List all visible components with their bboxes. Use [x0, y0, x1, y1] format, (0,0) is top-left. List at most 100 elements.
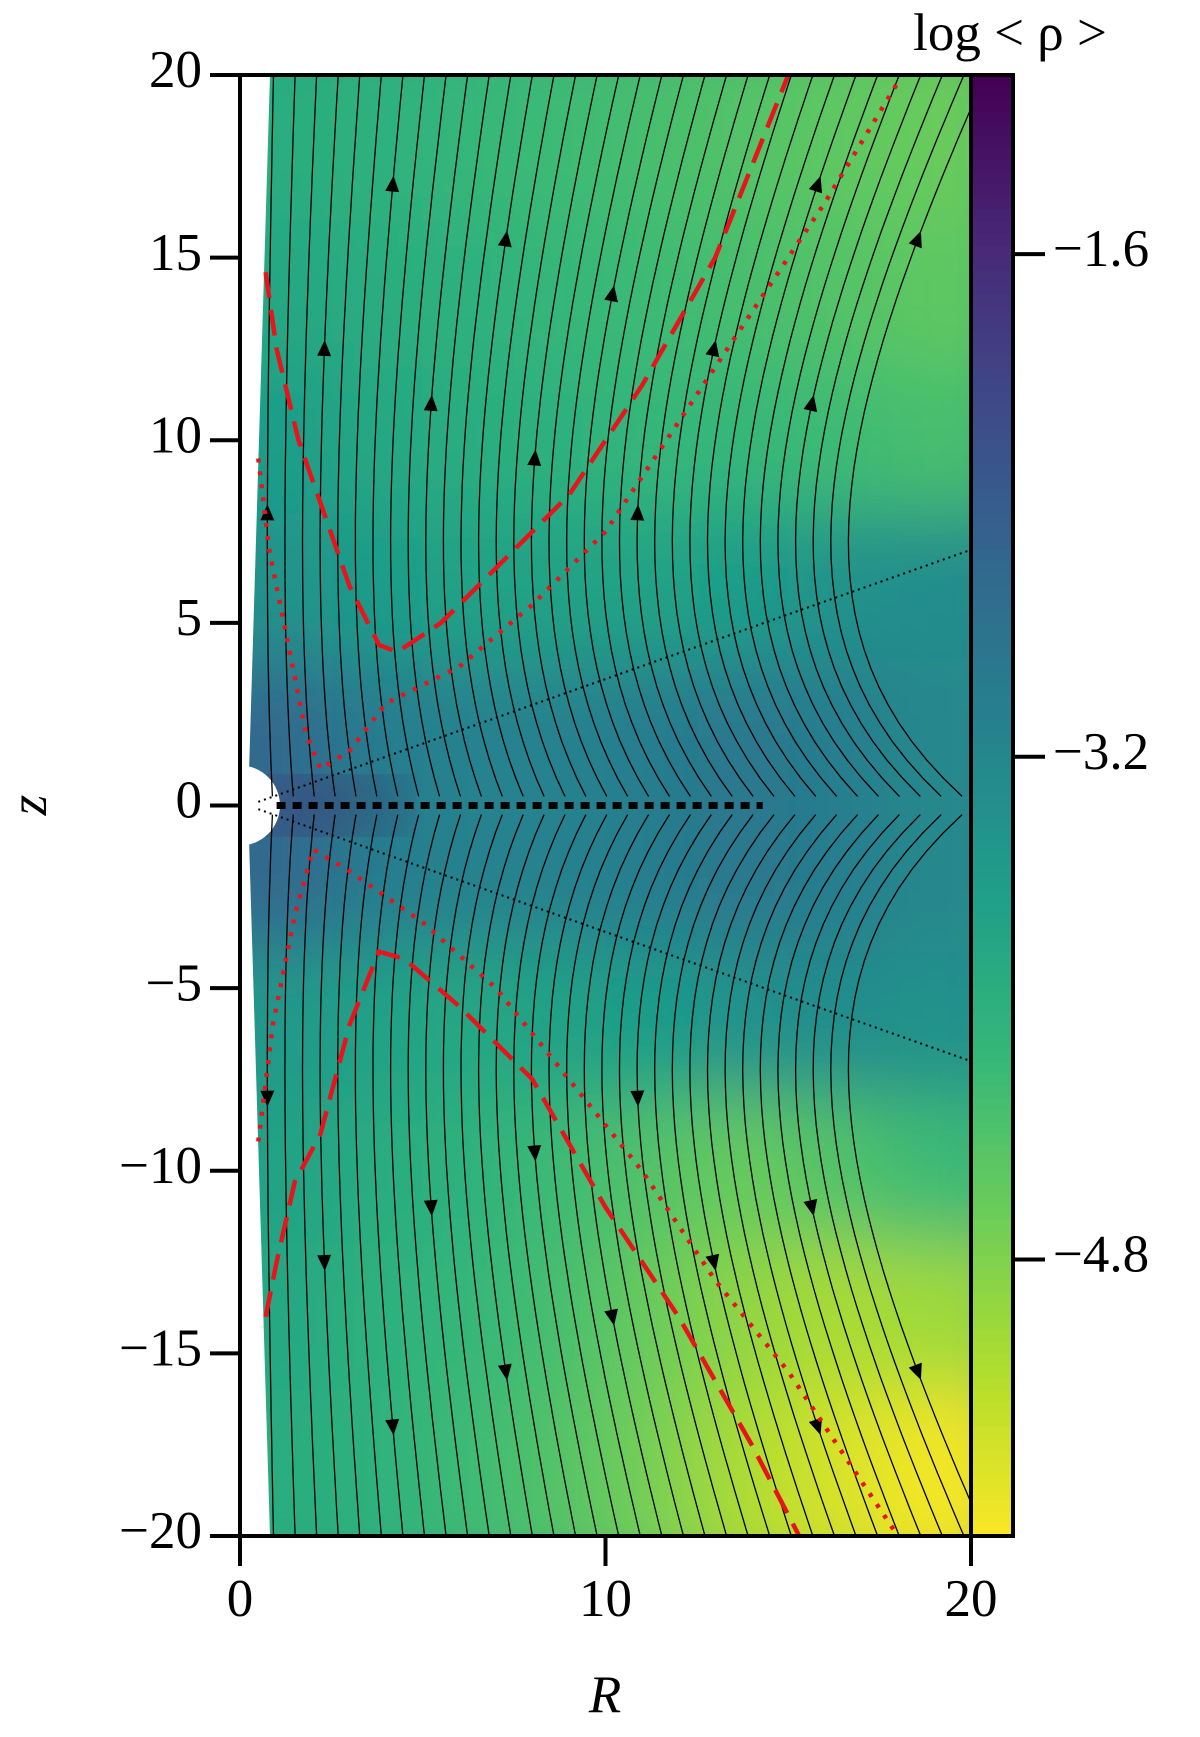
- colorbar-swatch: [971, 647, 1013, 661]
- stream-arrow: [260, 504, 275, 521]
- density-cell: [422, 805, 516, 953]
- streamline: [301, 814, 318, 1536]
- stream-arrow: [604, 1308, 618, 1326]
- colorbar-swatch: [971, 622, 1013, 637]
- density-cell: [514, 75, 607, 223]
- colorbar-swatch: [971, 391, 1013, 405]
- streamline: [442, 814, 490, 1536]
- stream-arrow: [423, 1199, 438, 1217]
- colorbar-swatch: [971, 306, 1013, 320]
- colorbar-swatch: [971, 1134, 1013, 1148]
- stream-arrow: [527, 449, 542, 467]
- y-tick-label: 5: [176, 589, 203, 647]
- stream-arrow: [317, 1254, 332, 1272]
- streamline: [337, 75, 361, 797]
- colorbar-swatch: [971, 1219, 1013, 1233]
- density-cell: [514, 805, 607, 953]
- stream-arrow: [385, 175, 400, 193]
- density-cell: [879, 1097, 971, 1245]
- density-cell: [422, 1389, 516, 1536]
- colorbar-swatch: [971, 1049, 1013, 1063]
- colorbar-swatch: [971, 87, 1013, 101]
- streamline: [460, 75, 512, 797]
- density-cell: [788, 367, 881, 515]
- colorbar-swatch: [971, 123, 1013, 137]
- streamline: [319, 814, 339, 1536]
- colorbar-swatch: [971, 1499, 1013, 1513]
- density-cell: [696, 1097, 790, 1245]
- density-cell: [331, 1243, 424, 1391]
- density-cell: [788, 221, 881, 369]
- density-cell: [605, 1389, 698, 1536]
- density-cell: [331, 1389, 424, 1536]
- density-cell: [879, 221, 971, 369]
- colorbar-swatch: [971, 829, 1013, 844]
- colorbar-swatch: [971, 330, 1013, 344]
- density-cell: [879, 1389, 971, 1536]
- stream-arrow: [527, 1144, 542, 1162]
- streamline: [654, 814, 749, 1536]
- y-tick-label: 0: [176, 772, 203, 830]
- stream-arrow: [705, 1253, 720, 1271]
- colorbar-swatch: [971, 1438, 1013, 1452]
- streamline: [583, 75, 663, 797]
- colorbar-swatch: [971, 574, 1013, 588]
- colorbar-swatch: [971, 501, 1013, 515]
- density-cell: [422, 513, 516, 661]
- streamline: [636, 814, 728, 1536]
- colorbar-swatch: [971, 1146, 1013, 1160]
- colorbar-tick-label: −3.2: [1053, 723, 1149, 781]
- density-cell: [788, 1097, 881, 1245]
- colorbar-swatch: [971, 476, 1013, 490]
- colorbar-swatch: [971, 318, 1013, 332]
- y-tick-label: −10: [119, 1137, 202, 1195]
- y-axis-label: z: [0, 795, 58, 817]
- density-cell: [696, 367, 790, 515]
- streamline: [830, 75, 965, 797]
- colorbar-swatch: [971, 342, 1013, 357]
- colorbar-swatch: [971, 683, 1013, 697]
- colorbar-swatch: [971, 1195, 1013, 1209]
- colorbar-swatch: [971, 939, 1013, 953]
- colorbar-swatch: [971, 1024, 1013, 1038]
- density-cell: [514, 659, 607, 807]
- colorbar-swatch: [971, 1523, 1013, 1537]
- stream-arrow: [630, 504, 645, 521]
- axes: −1.6 −3.2 −4.8 20 15 10 5 0 −5 −10 −15 −20 0 10 20: [119, 41, 1149, 1628]
- streamline: [689, 814, 793, 1536]
- colorbar-swatch: [971, 403, 1013, 417]
- streamline: [548, 75, 620, 797]
- colorbar-swatch: [971, 1073, 1013, 1087]
- colorbar-swatch: [971, 768, 1013, 783]
- y-tick-label: −15: [119, 1320, 202, 1378]
- streamline: [548, 814, 620, 1536]
- colorbar-swatch: [971, 294, 1013, 308]
- colorbar-swatch: [971, 1268, 1013, 1282]
- colorbar-swatch: [971, 586, 1013, 600]
- colorbar-swatch: [971, 196, 1013, 210]
- streamline: [354, 75, 383, 797]
- density-cell: [879, 659, 971, 807]
- density-cell: [331, 951, 424, 1099]
- colorbar-swatch: [971, 537, 1013, 551]
- streamline: [654, 75, 749, 797]
- colorbar-swatch: [971, 281, 1013, 296]
- streamline: [724, 75, 836, 797]
- colorbar-swatch: [971, 854, 1013, 868]
- colorbar-swatch: [971, 1402, 1013, 1416]
- colorbar-label: log < ρ >: [913, 4, 1107, 62]
- colorbar-swatch: [971, 1280, 1013, 1294]
- density-cell: [696, 221, 790, 369]
- colorbar-swatch: [971, 915, 1013, 929]
- density-cell: [605, 805, 698, 953]
- colorbar-swatch: [971, 440, 1013, 454]
- overlay: [256, 75, 971, 1536]
- streamline: [847, 106, 971, 797]
- streamline: [794, 814, 922, 1536]
- streamline: [337, 814, 361, 1536]
- colorbar-swatch: [971, 975, 1013, 990]
- colorbar-swatch: [971, 1000, 1013, 1014]
- colorbar-swatch: [971, 1085, 1013, 1099]
- colorbar-swatch: [971, 1487, 1013, 1501]
- colorbar-swatch: [971, 1122, 1013, 1136]
